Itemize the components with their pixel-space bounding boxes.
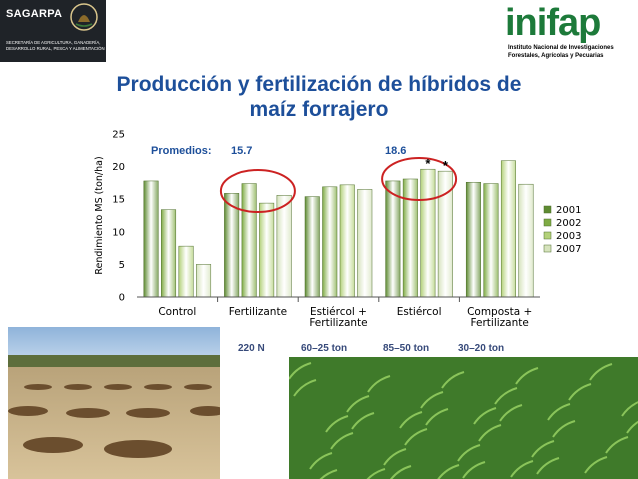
x-tick-label-5-line1: Composta + (467, 306, 532, 318)
legend-label-2007: 2007 (556, 244, 581, 255)
highlight-circle-estiercol (381, 157, 458, 201)
bar-2-2002 (241, 183, 257, 298)
sagarpa-logo: SAGARPA SECRETARÍA DE AGRICULTURA, GANAD… (0, 0, 106, 62)
field-photo (8, 327, 220, 479)
bar-2-2007 (276, 195, 292, 298)
bar-1-2007 (196, 264, 212, 298)
bars-group (143, 160, 534, 298)
legend-swatch-2003 (543, 231, 552, 240)
sagarpa-subtitle: SECRETARÍA DE AGRICULTURA, GANADERÍA, DE… (6, 40, 105, 51)
x-tick-label-1: Control (158, 306, 196, 318)
bar-5-2003 (500, 160, 516, 298)
inifap-subtitle-line1: Instituto Nacional de Investigaciones (508, 45, 614, 51)
bar-5-2001 (465, 181, 481, 298)
bar-1-2001 (143, 180, 159, 298)
legend-swatch-2002 (543, 218, 552, 227)
legend-label-2002: 2002 (556, 218, 581, 229)
bar-5-2002 (483, 183, 499, 298)
annotation-marks-group: Promedios: 15.7 18.6 * * (151, 145, 458, 213)
bar-4-2002 (402, 178, 418, 298)
x-tick-label-3-line2: Fertilizante (309, 317, 367, 329)
highlight-circle-fertilizante (219, 169, 296, 213)
significance-asterisk-2: * (443, 158, 449, 173)
y-tick-label-10: 10 (112, 227, 125, 238)
x-tick-label-3-line1: Estiércol + (310, 306, 367, 318)
x-tick-label-5-line2: Fertilizante (471, 317, 529, 329)
legend-group: 2001 2002 2003 2007 (543, 205, 581, 255)
x-tick-label-4: Estiércol (397, 306, 442, 318)
y-tick-label-15: 15 (112, 195, 125, 206)
dose-label-estiercol-fertilizante: 60–25 ton (301, 343, 348, 354)
slide-title-line2: maíz forrajero (249, 98, 389, 121)
legend-swatch-2007 (543, 244, 552, 253)
dose-label-composta-fertilizante: 30–20 ton (458, 343, 505, 354)
legend-label-2003: 2003 (556, 231, 581, 242)
bar-3-2002 (322, 186, 338, 298)
sagarpa-name: SAGARPA (6, 8, 63, 20)
slide-title-line1: Producción y fertilización de híbridos d… (116, 73, 522, 96)
bar-4-2001 (385, 180, 401, 298)
bar-1-2002 (161, 209, 177, 298)
maize-crop-photo (289, 357, 638, 479)
x-tick-label-2: Fertilizante (229, 306, 287, 318)
bar-5-2007 (518, 183, 534, 298)
y-tick-label-5: 5 (119, 260, 125, 271)
y-tick-label-20: 20 (112, 162, 125, 173)
inifap-subtitle: Instituto Nacional de Investigaciones Fo… (508, 44, 638, 60)
inifap-subtitle-line2: Forestales, Agrícolas y Pecuarias (508, 53, 604, 59)
bar-2-2003 (259, 202, 275, 298)
axis-group: Control Fertilizante Estiércol +Fertilizan… (94, 130, 540, 329)
significance-asterisk-1: * (425, 156, 431, 171)
y-axis-label: Rendimiento MS (ton/ha) (94, 156, 105, 274)
promedio-value-1: 15.7 (231, 145, 252, 157)
dose-label-fertilizante: 220 N (238, 343, 265, 354)
mexican-eagle-emblem-icon (70, 3, 98, 31)
legend-swatch-2001 (543, 205, 552, 214)
bar-1-2003 (178, 245, 194, 298)
bar-4-2003 (420, 168, 436, 298)
bar-3-2003 (339, 184, 355, 298)
y-tick-label-0: 0 (119, 293, 125, 304)
bar-3-2001 (304, 196, 320, 298)
bar-3-2007 (357, 189, 373, 298)
promedios-label: Promedios: (151, 145, 212, 157)
inifap-logo: inifap (505, 2, 601, 44)
slide-title: Producción y fertilización de híbridos d… (60, 72, 578, 122)
dose-label-estiercol: 85–50 ton (383, 343, 430, 354)
promedio-value-2: 18.6 (385, 145, 406, 157)
y-tick-label-25: 25 (112, 130, 125, 141)
legend-label-2001: 2001 (556, 205, 581, 216)
